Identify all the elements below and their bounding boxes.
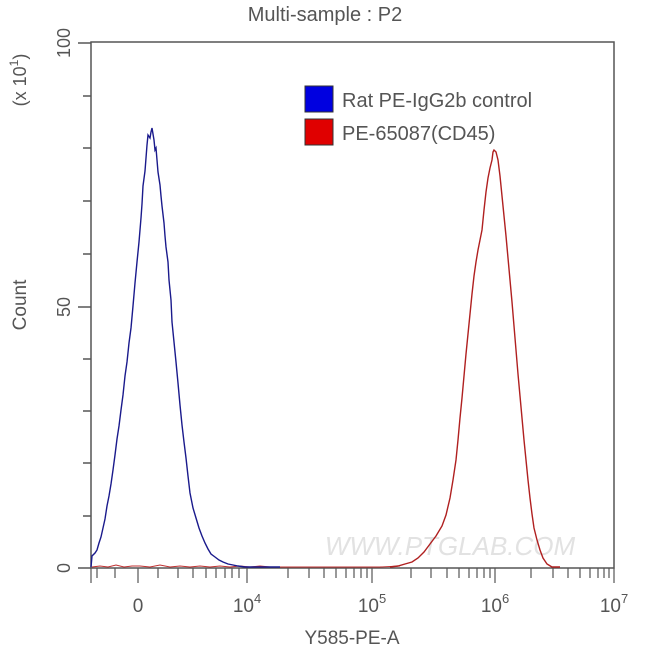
y-multiplier-base: (x 10 <box>10 66 30 106</box>
legend-swatch-control <box>304 85 334 113</box>
chart-title: Multi-sample : P2 <box>247 4 403 26</box>
y-tick-label-100: 100 <box>54 28 74 58</box>
x-axis-label: Y585-PE-A <box>304 628 399 649</box>
watermark: WWW.PTGLAB.COM <box>325 531 576 561</box>
y-axis-ticks <box>78 42 91 569</box>
x-tick-label-1e5: 105 <box>358 591 386 617</box>
y-tick-label-0: 0 <box>54 563 74 573</box>
x-axis-ticks <box>90 568 615 583</box>
y-multiplier-close: ) <box>10 54 30 60</box>
legend-swatch-cd45 <box>304 118 334 146</box>
x-tick-label-0: 0 <box>133 596 144 617</box>
legend-label-control: Rat PE-IgG2b control <box>342 90 532 112</box>
series-cd45-baseline <box>91 564 401 568</box>
y-axis-label: Count <box>10 279 31 330</box>
series-control-histogram <box>90 127 280 568</box>
legend-label-cd45: PE-65087(CD45) <box>342 123 495 145</box>
y-multiplier: (x 101) <box>7 54 30 107</box>
plot-frame <box>90 41 615 569</box>
x-tick-label-1e7: 107 <box>600 591 628 617</box>
series-cd45-histogram <box>389 148 560 568</box>
x-tick-label-1e6: 106 <box>481 591 509 617</box>
y-tick-label-50: 50 <box>54 297 74 317</box>
x-tick-label-1e4: 104 <box>233 591 261 617</box>
y-multiplier-exp: 1 <box>7 59 21 66</box>
svg-text:(x 101): (x 101) <box>7 54 30 107</box>
